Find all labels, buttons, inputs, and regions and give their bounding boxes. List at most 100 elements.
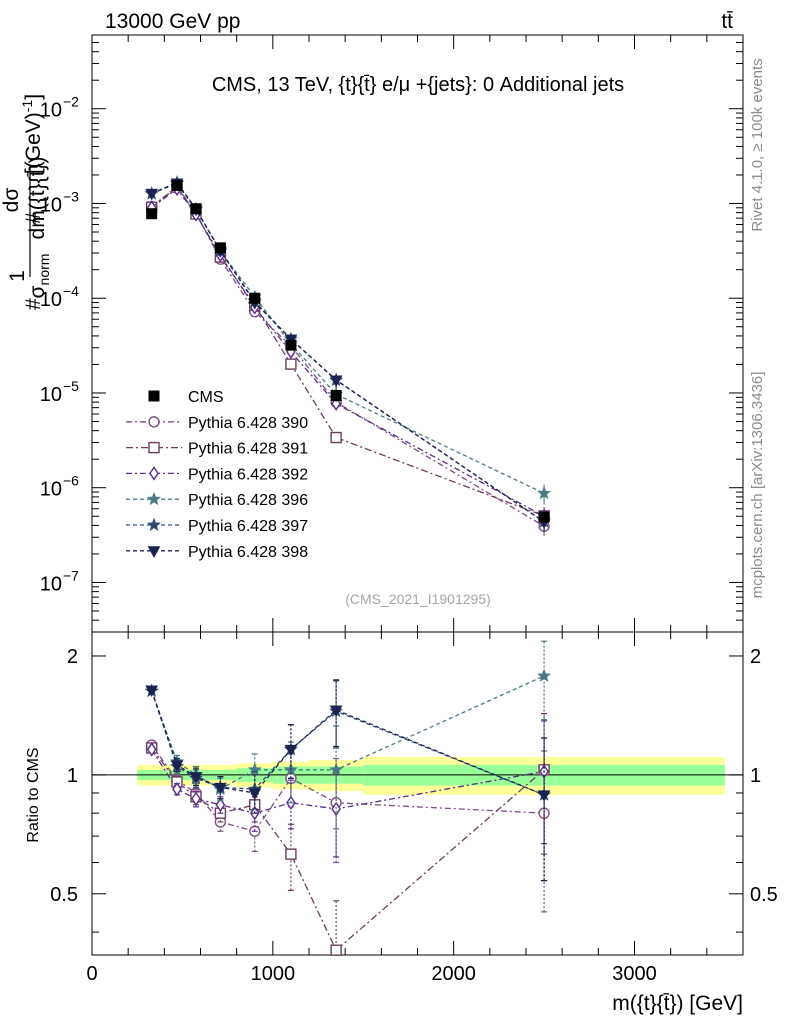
ratio-point-1-6	[330, 944, 342, 956]
ratio-point-2-0	[146, 742, 157, 757]
ylabel-dm: dm({t}{t̄})	[26, 157, 49, 240]
series-line-main	[151, 187, 545, 517]
ratio-point-1-5	[285, 848, 297, 860]
main-frame	[91, 34, 744, 633]
ylabel-dsigma: dσ	[0, 188, 23, 213]
point-5-0	[145, 188, 159, 201]
ratio-point-5-7	[537, 790, 551, 802]
legend-label: Pythia 6.428 391	[188, 441, 308, 458]
ylabel-norm: norm	[36, 254, 52, 286]
legend-marker	[149, 466, 159, 481]
ratio-point-3-7	[537, 668, 552, 682]
ratio-point-5-3	[214, 782, 227, 795]
x-tick-label: 3000	[612, 963, 657, 985]
ylabel-hash2: #	[22, 212, 45, 224]
svg-text:#: #	[22, 298, 45, 310]
ylabel-one: 1	[6, 270, 29, 282]
y-tick-label: 10	[40, 573, 62, 595]
x-tick-label: 2000	[431, 963, 476, 985]
ratio-point-5-5	[284, 744, 298, 757]
legend-marker	[147, 491, 161, 506]
legend: CMS Pythia 6.428 390 Pythia 6.428 391 Pythi…	[126, 389, 308, 561]
series-1	[145, 181, 550, 956]
rivet-version: Rivet 4.1.0, ≥ 100k events	[749, 58, 766, 231]
ylabel-hash1: #	[22, 298, 45, 310]
ratio-tick-label: 2	[67, 646, 78, 668]
ratio-point-2-3	[215, 797, 226, 813]
y-tick-exponent: −4	[63, 283, 79, 299]
cms-point-4	[249, 292, 261, 304]
legend-entry-4: Pythia 6.428 396	[126, 491, 308, 509]
y-tick-exponent: −5	[63, 378, 79, 394]
ratio-point-5-6	[329, 705, 343, 718]
series-line-main	[151, 181, 545, 494]
legend-entry-5: Pythia 6.428 397	[126, 517, 308, 535]
ratio-tick-label-right: 2	[750, 646, 761, 668]
legend-entry-3: Pythia 6.428 392	[126, 466, 308, 483]
x-axis-label: m({t}{t̄}) [GeV]	[612, 992, 743, 1015]
y-tick-label: 10	[40, 479, 62, 501]
energy-label: 13000 GeV pp	[105, 10, 240, 33]
ylabel-unit: [(GeV)	[22, 112, 45, 174]
legend-label: Pythia 6.428 392	[188, 466, 308, 483]
legend-marker	[147, 517, 161, 531]
source-url: mcplots.cern.ch [arXiv:1306.3436]	[749, 372, 766, 599]
ratio-point-2-2	[191, 791, 201, 807]
legend-marker	[148, 390, 160, 402]
ratio-point-5-4	[248, 788, 262, 801]
cms-point-3	[214, 242, 226, 254]
cms-point-2	[190, 203, 202, 215]
cms-point-1	[171, 179, 183, 191]
ratio-tick-label-right: 0.5	[750, 884, 778, 906]
svg-text:σnorm: σnorm	[26, 254, 52, 299]
y-tick-exponent: −6	[63, 473, 79, 489]
y-tick-label: 10	[40, 194, 62, 216]
ylabel-unit-close: ]	[22, 94, 45, 100]
legend-entry-0: CMS	[148, 389, 224, 406]
series-line-ratio	[151, 689, 545, 796]
y-tick-exponent: −3	[63, 188, 79, 204]
process-label: tt̄	[721, 10, 733, 33]
ratio-point-5-2	[189, 772, 203, 784]
svg-text:[(GeV)-1]: [(GeV)-1]	[19, 94, 45, 174]
legend-label: Pythia 6.428 397	[188, 518, 308, 535]
y-axis-label: # 1 σnorm # dσ dm({t}{t̄}) [(GeV)-1]	[0, 94, 52, 310]
y-tick-exponent: −7	[63, 567, 79, 583]
point-1-6	[330, 431, 342, 444]
ratio-point-2-1	[172, 781, 182, 797]
y-tick-label: 10	[40, 384, 62, 406]
legend-entry-2: Pythia 6.428 391	[126, 441, 308, 458]
series-5	[145, 178, 551, 882]
cms-point-0	[146, 208, 158, 220]
cms-point-6	[330, 390, 342, 402]
legend-entry-6: Pythia 6.428 398	[126, 544, 308, 561]
ylabel-sigma: σ	[26, 285, 49, 298]
cms-point-7	[538, 511, 550, 523]
chart-title: CMS, 13 TeV, {t}{t̄} e/μ +{jets}: 0 Addi…	[212, 74, 624, 96]
y-tick-label: 10	[40, 100, 62, 122]
legend-marker	[147, 546, 161, 558]
legend-label: Pythia 6.428 398	[188, 544, 308, 561]
x-tick-label: 0	[86, 963, 97, 985]
point-3-7	[537, 485, 552, 500]
ratio-point-5-1	[170, 760, 184, 772]
legend-label: Pythia 6.428 390	[188, 415, 308, 432]
ratio-point-3-6	[329, 762, 344, 776]
y-tick-exponent: −2	[63, 94, 79, 110]
ratio-tick-label: 1	[67, 765, 78, 787]
x-tick-label: 1000	[251, 963, 296, 985]
ratio-axis-label: Ratio to CMS	[25, 747, 42, 842]
cms-data	[146, 179, 550, 523]
ratio-point-5-0	[145, 685, 159, 698]
legend-marker	[148, 441, 160, 454]
ylabel-unit-exp: -1	[19, 100, 35, 113]
legend-marker	[148, 416, 160, 428]
series-layer	[144, 174, 552, 956]
ratio-tick-label: 0.5	[50, 884, 78, 906]
point-5-6	[329, 375, 343, 387]
y-tick-label: 10	[40, 289, 62, 311]
analysis-watermark: (CMS_2021_I1901295)	[345, 591, 491, 607]
cms-point-5	[285, 339, 297, 351]
